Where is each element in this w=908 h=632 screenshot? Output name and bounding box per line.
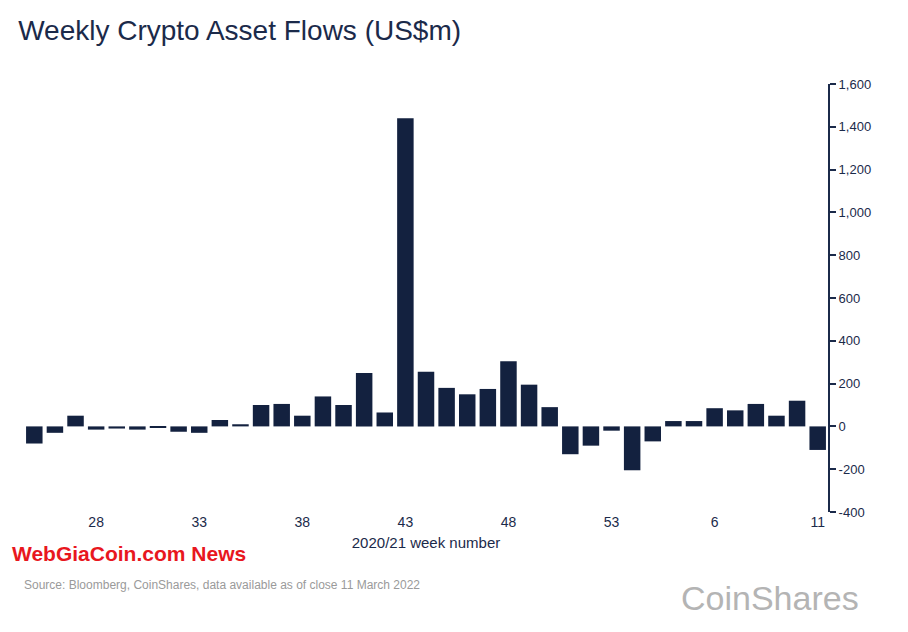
svg-text:400: 400 [839, 333, 861, 348]
svg-text:WebGiaCoin.com News: WebGiaCoin.com News [12, 542, 246, 565]
svg-text:600: 600 [839, 291, 861, 306]
svg-text:200: 200 [839, 376, 861, 391]
svg-text:11: 11 [810, 514, 825, 530]
svg-text:53: 53 [604, 514, 620, 530]
svg-text:38: 38 [295, 514, 311, 530]
svg-text:43: 43 [398, 514, 414, 530]
svg-text:Weekly Crypto Asset Flows (US$: Weekly Crypto Asset Flows (US$m) [18, 15, 461, 46]
svg-text:48: 48 [501, 514, 517, 530]
svg-text:-400: -400 [839, 505, 865, 520]
svg-text:1,000: 1,000 [839, 205, 872, 220]
svg-text:1,400: 1,400 [839, 119, 872, 134]
svg-text:CoinShares: CoinShares [681, 579, 859, 617]
svg-text:1,200: 1,200 [839, 162, 872, 177]
svg-text:0: 0 [839, 419, 846, 434]
svg-text:800: 800 [839, 248, 861, 263]
svg-text:33: 33 [191, 514, 207, 530]
svg-text:Source: Bloomberg, CoinShares,: Source: Bloomberg, CoinShares, data avai… [24, 578, 420, 592]
svg-text:-200: -200 [839, 462, 865, 477]
svg-text:2020/21 week number: 2020/21 week number [352, 534, 500, 551]
svg-text:1,600: 1,600 [839, 77, 872, 92]
svg-text:28: 28 [88, 514, 104, 530]
svg-text:6: 6 [711, 514, 719, 530]
